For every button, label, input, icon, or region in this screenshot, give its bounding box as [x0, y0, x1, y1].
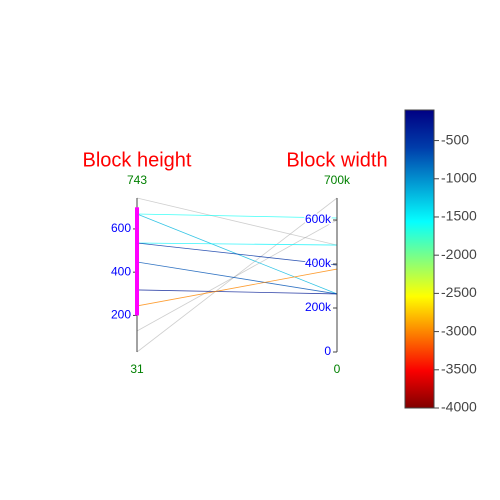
data-line	[136, 242, 338, 246]
axis-title: Block height	[83, 149, 192, 171]
axis-title: Block width	[286, 149, 387, 171]
range-label: 31	[130, 362, 144, 376]
range-label: 700k	[324, 173, 351, 187]
data-line	[136, 261, 338, 295]
tick-label: 200	[111, 308, 131, 322]
colorbar-tick-label: -1500	[441, 208, 477, 224]
colorbar-tick-label: -4000	[441, 399, 477, 415]
tick-label: 400	[111, 264, 131, 278]
constraint-range	[135, 207, 139, 316]
lines	[136, 197, 338, 353]
colorbar-tick-label: -2500	[441, 284, 477, 300]
range-label: 743	[127, 173, 147, 187]
range-label: 0	[334, 362, 341, 376]
tick-label: 400k	[305, 256, 332, 270]
colorbar-tick-label: -3000	[441, 322, 477, 338]
data-line	[136, 268, 338, 307]
colorbar-tick-label: -3500	[441, 360, 477, 376]
data-line	[136, 197, 338, 353]
tick-label: 200k	[305, 300, 332, 314]
data-line	[136, 219, 338, 332]
tick-label: 600k	[305, 212, 332, 226]
tick-label: 0	[324, 344, 331, 358]
colorbar-tick-label: -1000	[441, 169, 477, 185]
data-line	[136, 197, 338, 246]
colorbar	[404, 109, 435, 409]
data-line	[136, 289, 338, 295]
tick-label: 600	[111, 221, 131, 235]
data-line	[136, 213, 338, 219]
colorbar-tick-label: -500	[441, 131, 469, 147]
colorbar-tick-label: -2000	[441, 246, 477, 262]
data-line	[136, 242, 338, 266]
